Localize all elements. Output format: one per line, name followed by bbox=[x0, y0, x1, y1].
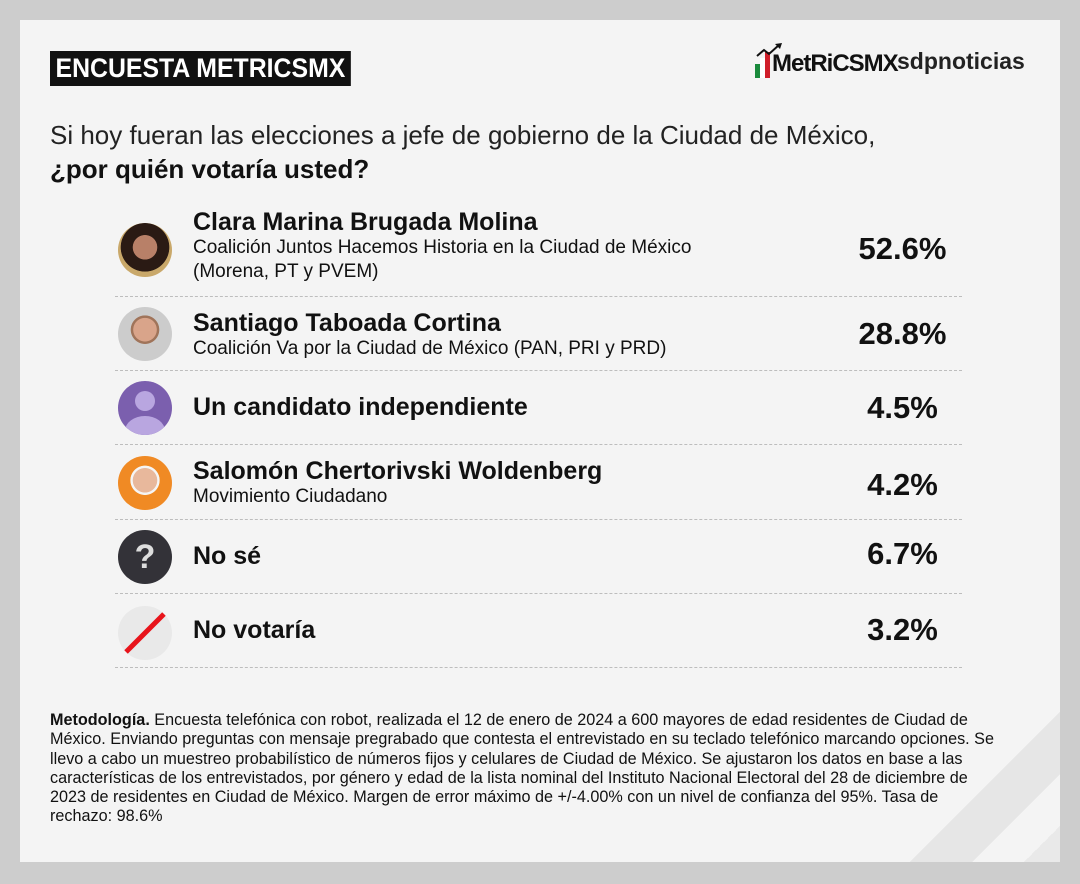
candidate-party-line2: (Morena, PT y PVEM) bbox=[193, 261, 379, 282]
candidate-party: Coalición Juntos Hacemos Historia en la … bbox=[193, 237, 692, 258]
title-badge: ENCUESTA METRICSMX bbox=[50, 51, 351, 86]
candidate-party: Movimiento Ciudadano bbox=[193, 486, 388, 507]
methodology-text: Encuesta telefónica con robot, realizada… bbox=[50, 711, 994, 826]
candidate-name: Clara Marina Brugada Molina bbox=[193, 208, 538, 236]
result-row: Un candidato independiente 4.5% bbox=[115, 371, 962, 445]
decorative-stripe bbox=[860, 662, 1060, 862]
percentage: 52.6% bbox=[858, 231, 947, 266]
percentage: 6.7% bbox=[867, 536, 938, 571]
avatar-taboada bbox=[118, 307, 172, 361]
candidate-name: Un candidato independiente bbox=[193, 393, 528, 421]
trend-arrow-icon bbox=[756, 43, 782, 57]
percentage: 4.2% bbox=[867, 467, 938, 502]
sdpnoticias-logo: sdpnoticias bbox=[897, 48, 1025, 74]
percentage: 4.5% bbox=[867, 390, 938, 425]
result-row: ? No sé 6.7% bbox=[115, 520, 962, 594]
no-vote-slash-icon bbox=[118, 606, 172, 660]
methodology-label: Metodología. bbox=[50, 711, 150, 729]
result-row: Salomón Chertorivski Woldenberg Movimient… bbox=[115, 445, 962, 520]
flag-bars bbox=[755, 52, 770, 78]
avatar-brugada bbox=[118, 223, 172, 277]
candidate-name: Santiago Taboada Cortina bbox=[193, 309, 501, 337]
question-line2: ¿por quién votaría usted? bbox=[50, 154, 370, 184]
question: Si hoy fueran las elecciones a jefe de g… bbox=[50, 118, 875, 186]
metricsmx-logo-text: MetRiCSMX bbox=[772, 50, 899, 77]
metricsmx-logo: MetRiCSMX bbox=[755, 43, 899, 78]
question-line1: Si hoy fueran las elecciones a jefe de g… bbox=[50, 120, 876, 150]
option-name: No votaría bbox=[193, 616, 316, 644]
methodology: Metodología. Encuesta telefónica con rob… bbox=[50, 711, 1000, 827]
option-name: No sé bbox=[193, 542, 262, 570]
candidate-party: Coalición Va por la Ciudad de México (PA… bbox=[193, 338, 667, 359]
question-mark-icon: ? bbox=[118, 530, 172, 584]
candidate-name: Salomón Chertorivski Woldenberg bbox=[193, 457, 603, 485]
percentage: 3.2% bbox=[867, 612, 938, 647]
result-row: No votaría 3.2% bbox=[115, 594, 962, 668]
result-row: Clara Marina Brugada Molina Coalición Jun… bbox=[115, 205, 962, 297]
percentage: 28.8% bbox=[858, 316, 947, 351]
person-icon bbox=[118, 381, 172, 435]
avatar-chertorivski bbox=[118, 456, 172, 510]
result-row: Santiago Taboada Cortina Coalición Va por… bbox=[115, 297, 962, 371]
poll-card: ENCUESTA METRICSMX MetRiCSMX sdpnoticias… bbox=[20, 20, 1060, 862]
